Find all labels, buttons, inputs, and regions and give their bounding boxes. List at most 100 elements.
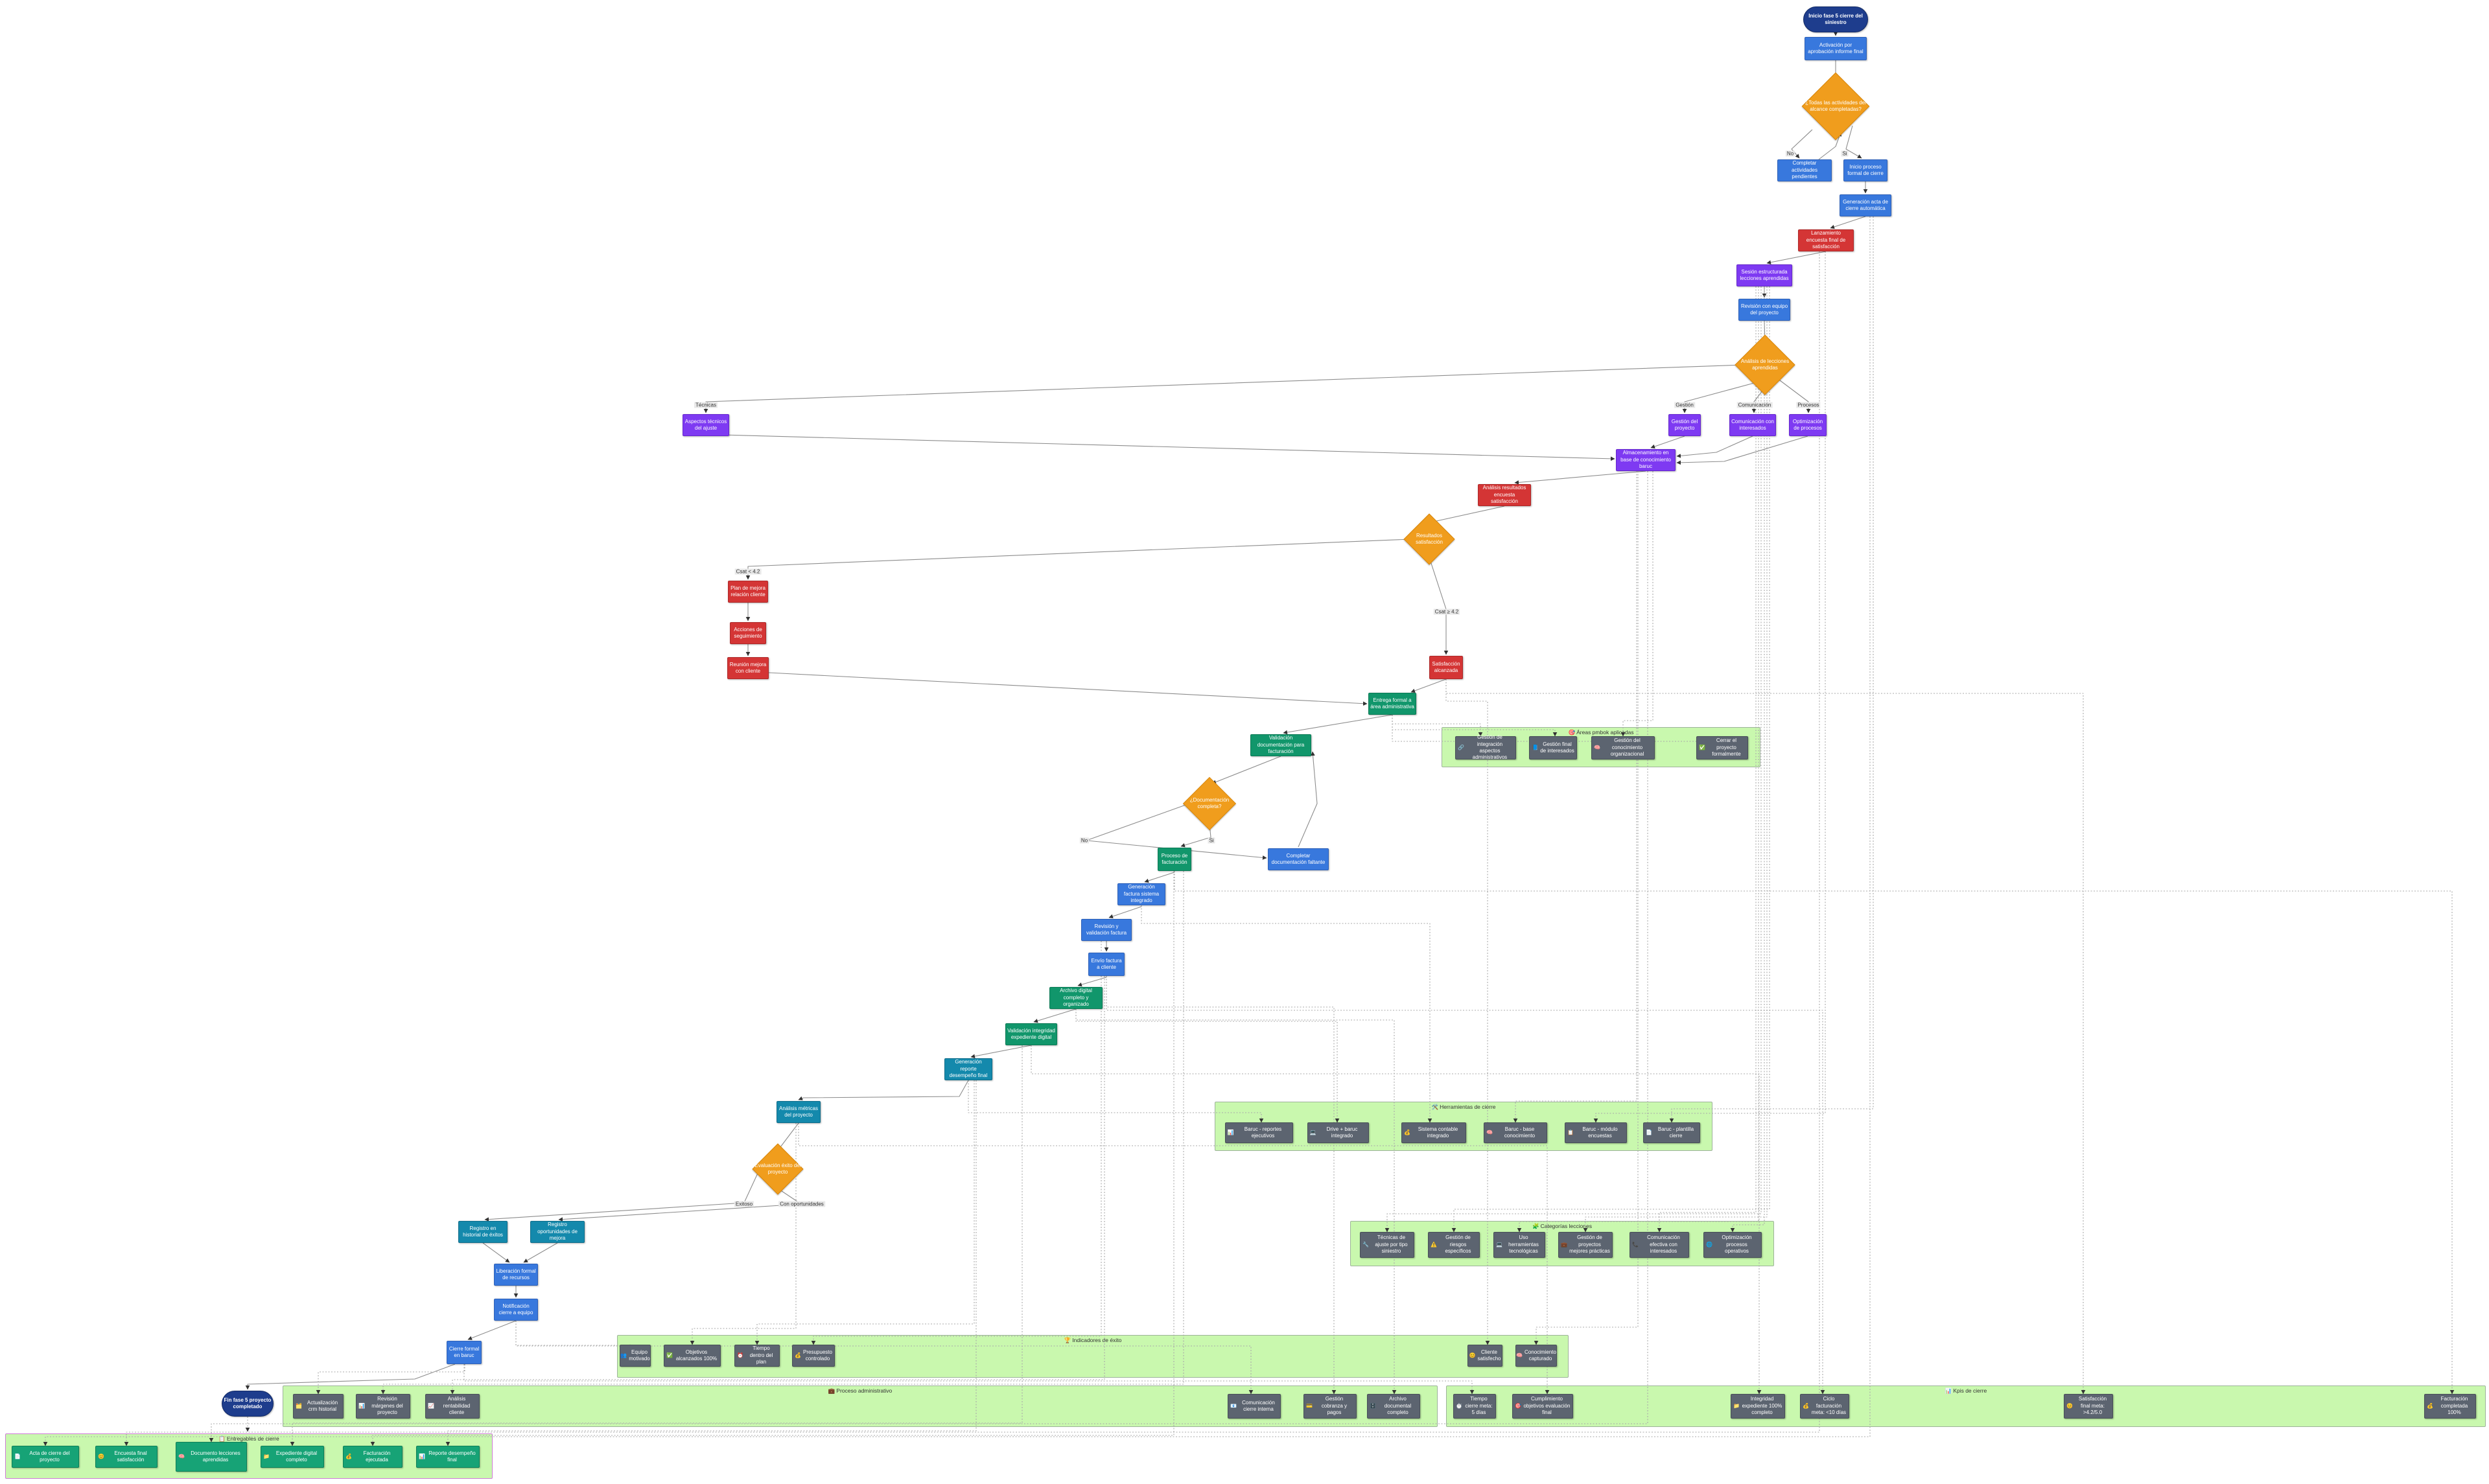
archive-icon: 🗄️	[1370, 1402, 1376, 1409]
edge-solid	[778, 1122, 799, 1150]
edge-solid	[1791, 129, 1813, 159]
edge-dotted	[43, 216, 1871, 1446]
node-n30: Registro en historial de éxitos	[458, 1221, 508, 1243]
item-text: Baruc - plantilla cierre	[1657, 1126, 1694, 1139]
item-b2: 📘 Gestión final de interesados	[1529, 736, 1577, 759]
subgraph-title-sg3: 🧩 Categorías lecciones	[1532, 1223, 1592, 1230]
edge-solid	[1514, 470, 1646, 485]
edge-dotted	[1392, 715, 1483, 737]
item-k3: 📁 Integridad expediente 100% completo	[1731, 1394, 1785, 1419]
edge-dotted	[290, 1045, 1023, 1446]
item-p5: 💳 Gestión cobranza y pagos	[1303, 1394, 1357, 1419]
subgraph-title-text: Áreas pmbok aplicadas	[1576, 729, 1634, 736]
node-n13: Almacenamiento en base de conocimiento b…	[1616, 449, 1676, 471]
edge-solid	[523, 1242, 558, 1263]
item-p1: 🗂️ Actualización crm historial	[293, 1394, 344, 1419]
subgraph-title-text: Categorías lecciones	[1540, 1223, 1592, 1229]
node-n31: Registro oportunidades de mejora	[530, 1221, 585, 1243]
edge-dotted	[1174, 871, 2455, 1395]
item-b4: ✅ Cerrar el proyecto formalmente	[1696, 736, 1748, 759]
edge-dotted	[1031, 1045, 1762, 1395]
item-h5: 📋 Baruc - módulo encuestas	[1565, 1122, 1627, 1143]
edge-dotted	[1385, 286, 1762, 1233]
node-n26: Archivo digital completo y organizado	[1049, 987, 1103, 1009]
brain-icon: 🧠	[1594, 744, 1600, 750]
item-text: Comunicación efectiva con interesados	[1647, 1235, 1680, 1255]
node-n5: Generación acta de cierre automática	[1840, 194, 1891, 216]
node-n28: Generación reporte desempeño final	[944, 1058, 992, 1080]
laptop-icon: 💻	[1309, 1129, 1316, 1135]
globe-icon: 🌐	[1706, 1241, 1712, 1247]
item-h3: 💰 Sistema contable integrado	[1401, 1122, 1466, 1143]
item-text: Análisis rentabilidad cliente	[443, 1396, 471, 1416]
item-text: Tiempo cierre meta: 5 días	[1465, 1396, 1493, 1416]
item-text: Gestión de proyectos mejores prácticas	[1569, 1235, 1610, 1255]
warning-icon: ⚠️	[1431, 1241, 1437, 1247]
item-text: Uso herramientas tecnológicas	[1508, 1235, 1539, 1255]
subgraph-title-text: Herramientas de cierre	[1440, 1104, 1496, 1110]
item-e4: 📁 Expediente digital completo	[261, 1446, 324, 1468]
money-icon: 💰	[1404, 1129, 1410, 1135]
item-text: Presupuesto controlado	[803, 1349, 832, 1362]
item-text: Expediente digital completo	[275, 1450, 318, 1463]
item-text: Revisión márgenes del proyecto	[371, 1396, 403, 1416]
clipboard-icon: 📋	[1567, 1129, 1574, 1135]
check-icon: ✅	[666, 1352, 673, 1358]
edge-solid	[1144, 872, 1175, 883]
edge-label: Comunicación	[1736, 402, 1773, 408]
edge-solid	[798, 1080, 969, 1100]
item-text: Cliente satisfecho	[1477, 1349, 1501, 1362]
folder-tabs-icon: 🗂️	[296, 1402, 302, 1409]
item-p2: 📊 Revisión márgenes del proyecto	[356, 1394, 410, 1419]
subgraph-title-sg5: 💼 Proceso administrativo	[828, 1387, 893, 1395]
subgraph-title-sg6: 📊 Kpis de cierre	[1945, 1387, 1987, 1395]
item-text: Facturación ejecutada	[363, 1450, 391, 1463]
node-n12: Optimización de procesos	[1789, 414, 1827, 436]
node-n22: Completar documentación faltante	[1268, 848, 1329, 870]
target-icon: 🎯	[1515, 1402, 1521, 1409]
item-text: Facturación completada 100%	[2440, 1396, 2468, 1416]
edge-dotted	[1657, 286, 1757, 1233]
node-n15: Plan de mejora relación cliente	[728, 581, 768, 603]
item-text: Gestión de integración aspectos administ…	[1472, 734, 1508, 761]
smile-icon: 😊	[98, 1453, 104, 1459]
item-k2: 🎯 Cumplimiento objetivos evaluación final	[1512, 1394, 1573, 1419]
item-b3: 🧠 Gestión del conocimiento organizacional	[1591, 736, 1655, 759]
item-text: Conocimiento capturado	[1525, 1349, 1556, 1362]
edge-label: Csat ≥ 4.2	[1433, 609, 1460, 615]
edge-dotted	[370, 871, 1174, 1446]
item-k4: 💰 Ciclo facturación meta: <10 días	[1800, 1394, 1849, 1419]
chart-icon: 📊	[1227, 1129, 1234, 1135]
brain-icon: 🧠	[1486, 1129, 1493, 1135]
subgraph-title-text: Proceso administrativo	[836, 1387, 893, 1394]
subgraph-icon-sg6: 📊	[1945, 1387, 1952, 1394]
edge-solid	[467, 1320, 517, 1340]
smile-icon: 😊	[2066, 1402, 2073, 1409]
node-n14: Análisis resultados encuesta satisfacció…	[1478, 484, 1531, 506]
edge-dotted	[124, 251, 1820, 1446]
subgraph-title-sg4: 🏆 Indicadores de éxito	[1064, 1337, 1122, 1344]
link-icon: 🔗	[1458, 744, 1464, 750]
chart-icon: 📊	[358, 1402, 365, 1409]
edge-dotted	[450, 976, 1105, 1395]
item-text: Gestión del conocimiento organizacional	[1610, 737, 1644, 758]
node-n23: Generación factura sistema integrado	[1117, 883, 1165, 905]
chart-icon: 📊	[419, 1453, 425, 1459]
edge-dotted	[1075, 1009, 1340, 1123]
edge-dotted	[798, 1123, 1550, 1395]
edge-solid	[1283, 714, 1393, 735]
decision-label-d2: Análisis de lecciones aprendidas	[1740, 358, 1790, 371]
item-i6: 🧠 Conocimiento capturado	[1515, 1345, 1557, 1367]
node-n2: Activación por aprobación informe final	[1805, 37, 1867, 60]
item-c6: 🌐 Optimización procesos operativos	[1703, 1232, 1762, 1258]
team-icon: 👥	[620, 1352, 627, 1358]
edge-dotted	[1593, 251, 1826, 1123]
item-e6: 📊 Reporte desempeño final	[416, 1446, 480, 1468]
check-icon: ✅	[1699, 744, 1705, 750]
edge-dotted	[316, 1364, 465, 1395]
edge-dotted	[1669, 216, 1874, 1123]
node-n9: Aspectos técnicos del ajuste	[683, 414, 729, 436]
edge-dotted	[1534, 471, 1639, 1345]
edge-label: Csat < 4.2	[734, 568, 762, 575]
